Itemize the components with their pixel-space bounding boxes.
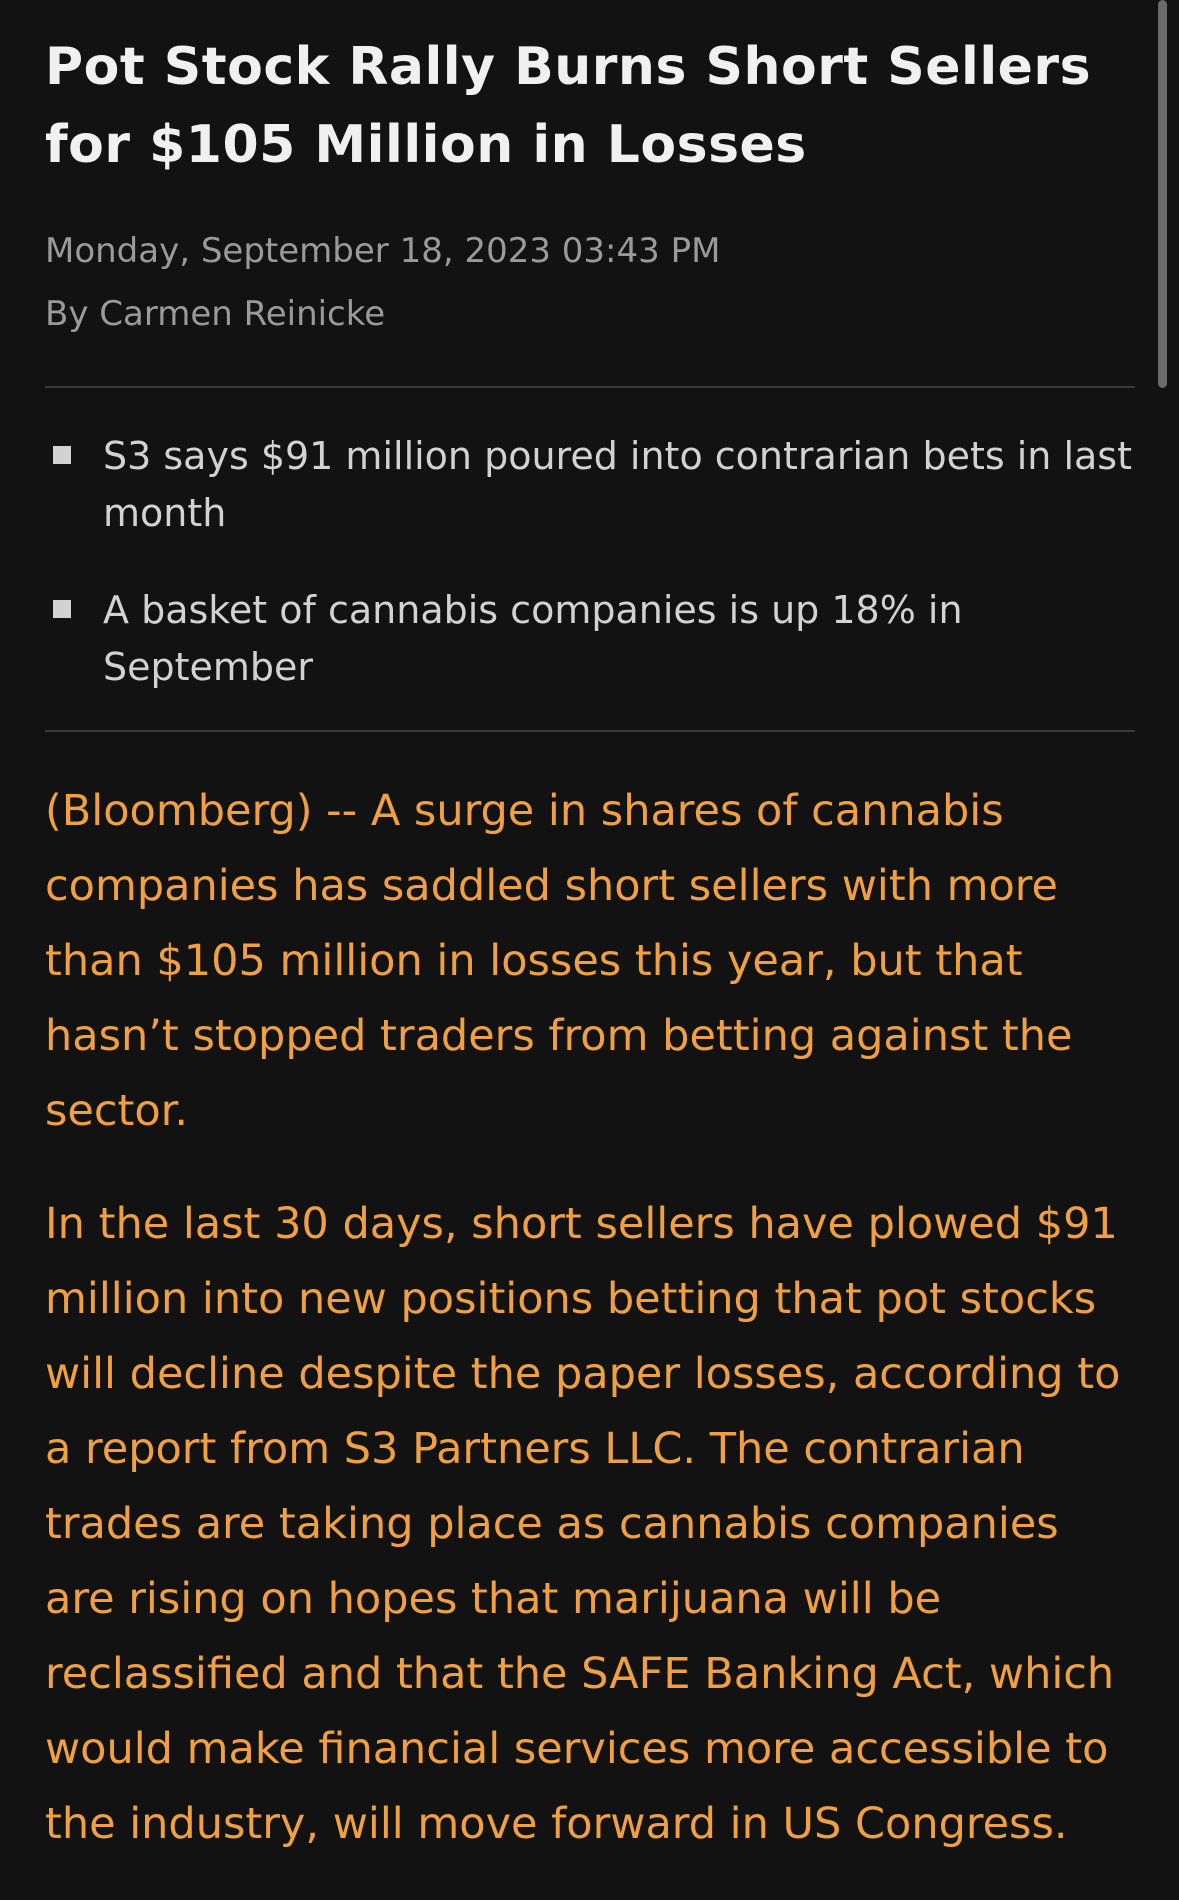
body-paragraph: In the last 30 days, short sellers have … (45, 1199, 1121, 1849)
square-bullet-icon (53, 446, 71, 464)
body-paragraph: (Bloomberg) -- A surge in shares of cann… (45, 786, 1073, 1136)
article-headline: Pot Stock Rally Burns Short Sellers for … (45, 37, 1092, 175)
article-byline: By Carmen Reinicke (45, 294, 386, 334)
summary-bullet-text: S3 says $91 million poured into contrari… (103, 434, 1132, 535)
summary-bullet-item: A basket of cannabis companies is up 18%… (45, 582, 1135, 696)
divider-bottom (45, 730, 1135, 732)
summary-bullets: S3 says $91 million poured into contrari… (45, 388, 1135, 730)
article-body: (Bloomberg) -- A surge in shares of cann… (45, 774, 1135, 1862)
article-date: Monday, September 18, 2023 03:43 PM (45, 231, 721, 271)
summary-bullet-text: A basket of cannabis companies is up 18%… (103, 588, 963, 689)
square-bullet-icon (53, 600, 71, 618)
scrollbar-thumb[interactable] (1158, 0, 1167, 388)
article-meta: Monday, September 18, 2023 03:43 PM By C… (45, 220, 1135, 346)
summary-bullet-item: S3 says $91 million poured into contrari… (45, 428, 1135, 542)
article-container: Pot Stock Rally Burns Short Sellers for … (45, 0, 1135, 1900)
divider-top (45, 386, 1135, 388)
